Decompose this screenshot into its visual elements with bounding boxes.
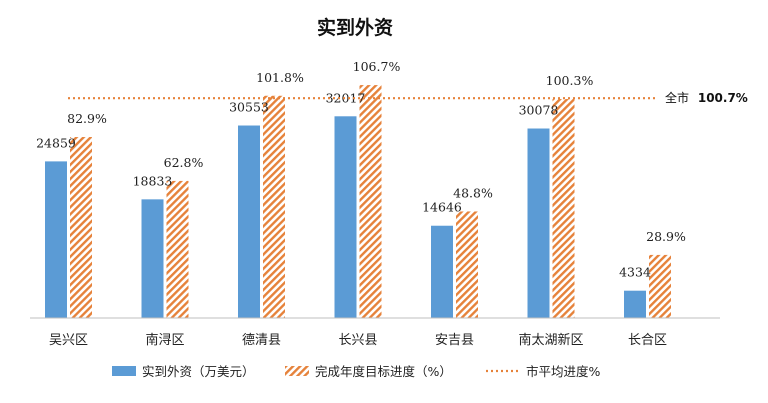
- bar-amount-2: [238, 125, 260, 318]
- average-reference-label: 全市 100.7%: [665, 90, 748, 105]
- category-label-5: 南太湖新区: [518, 332, 583, 348]
- category-labels-group: 吴兴区 南浔区 德清县 长兴县 安吉县 南太湖新区 长合区: [49, 332, 667, 348]
- legend-label-average: 市平均进度%: [526, 364, 601, 379]
- bar-progress-1: [166, 180, 189, 318]
- bar-progress-3: [359, 85, 382, 318]
- average-label-prefix: 全市: [665, 90, 689, 105]
- category-label-0: 吴兴区: [49, 333, 88, 348]
- value-label-amount-5: 30078: [519, 103, 559, 118]
- bar-amount-5: [527, 128, 550, 318]
- bar-progress-0: [70, 137, 92, 318]
- value-label-progress-6: 28.9%: [646, 229, 686, 244]
- legend-swatch-amount: [112, 366, 136, 376]
- value-label-amount-0: 24859: [36, 135, 76, 150]
- average-label-value: 100.7%: [698, 91, 748, 105]
- value-label-progress-1: 62.8%: [164, 155, 204, 170]
- value-labels-group: 24859 82.9% 18833 62.8% 30553 101.8% 32017 106.…: [36, 59, 686, 280]
- legend-swatch-progress: [285, 366, 309, 376]
- category-label-1: 南浔区: [145, 332, 184, 348]
- value-label-amount-6: 4334: [619, 265, 651, 280]
- bars-group: [45, 85, 671, 318]
- category-label-6: 长合区: [628, 333, 667, 348]
- bar-amount-6: [624, 290, 646, 318]
- category-label-4: 安吉县: [435, 333, 474, 348]
- value-label-amount-3: 32017: [326, 90, 366, 105]
- value-label-amount-4: 14646: [422, 200, 462, 215]
- legend-label-progress: 完成年度目标进度（%）: [315, 364, 452, 379]
- value-label-progress-3: 106.7%: [353, 59, 401, 74]
- bar-amount-0: [45, 161, 67, 318]
- value-label-amount-2: 30553: [229, 100, 269, 115]
- value-label-progress-0: 82.9%: [67, 111, 107, 126]
- bar-progress-4: [456, 211, 478, 318]
- value-label-progress-5: 100.3%: [546, 73, 594, 88]
- bar-progress-5: [552, 99, 575, 318]
- category-label-3: 长兴县: [338, 333, 377, 348]
- bar-amount-3: [334, 116, 357, 318]
- chart-title: 实到外资: [317, 16, 393, 39]
- legend-label-amount: 实到外资（万美元）: [142, 364, 255, 379]
- value-label-amount-1: 18833: [133, 173, 173, 188]
- value-label-progress-2: 101.8%: [256, 70, 304, 85]
- bar-amount-1: [141, 199, 164, 318]
- legend: 实到外资（万美元） 完成年度目标进度（%） 市平均进度%: [112, 364, 601, 379]
- value-label-progress-4: 48.8%: [453, 185, 493, 200]
- category-label-2: 德清县: [242, 333, 281, 348]
- bar-progress-6: [649, 254, 671, 318]
- bar-progress-2: [263, 95, 285, 318]
- bar-amount-4: [431, 225, 453, 318]
